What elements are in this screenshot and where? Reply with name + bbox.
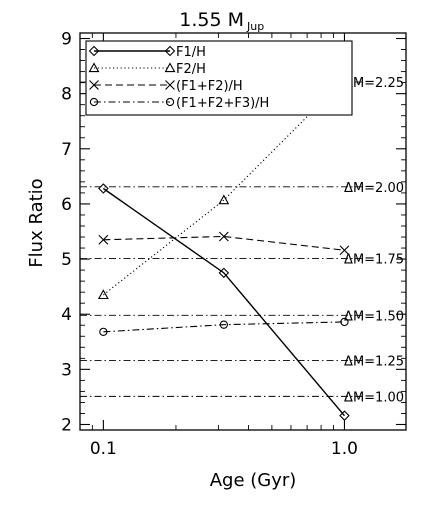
y-tick-label: 3: [61, 360, 72, 380]
data-point: [218, 231, 229, 242]
series-line: [103, 78, 345, 296]
reference-lines: ΔM=2.25 ΔM=2.00 ΔM=1.75 ΔM=1.50 ΔM=1.25 ΔM=1.…: [80, 76, 404, 405]
legend-marker: [88, 45, 100, 57]
series-layer: [97, 73, 350, 421]
data-point: [340, 317, 349, 327]
y-tick-label: 9: [61, 30, 72, 50]
data-point: [218, 194, 230, 205]
axes: 2 3 4 5 6 7 8 9 0.1 1.0: [61, 30, 407, 459]
data-point: [98, 183, 109, 194]
reference-line-label: ΔM=1.25: [344, 355, 404, 370]
y-tick-label: 7: [61, 140, 72, 160]
data-point: [219, 320, 228, 329]
legend: F1/H F2/H (F1+F2)/H (F1+F2+F3)/H: [85, 40, 353, 116]
x-tick-label: 0.1: [90, 439, 117, 459]
y-tick-label: 2: [61, 415, 72, 435]
legend-marker: [164, 45, 176, 57]
legend-label: (F1+F2+F3)/H: [176, 96, 269, 111]
legend-label: (F1+F2)/H: [176, 79, 243, 94]
chart-title: 1.55 M: [179, 9, 244, 31]
reference-line-label: ΔM=1.50: [344, 309, 404, 324]
data-point: [218, 267, 230, 279]
y-axis-title: Flux Ratio: [26, 178, 47, 267]
reference-line-label: ΔM=2.00: [344, 181, 404, 196]
y-tick-label: 5: [61, 250, 72, 270]
data-point: [98, 234, 109, 245]
data-point: [339, 245, 350, 256]
legend-marker: [165, 97, 175, 107]
reference-line-label: ΔM=2.25: [344, 76, 404, 91]
plot-frame: [79, 32, 407, 431]
legend-marker: [89, 97, 99, 107]
y-tick-label: 8: [61, 85, 72, 105]
legend-marker: [88, 62, 100, 73]
x-axis-title: Age (Gyr): [210, 470, 297, 491]
y-tick-label: 4: [61, 305, 72, 325]
legend-marker: [164, 62, 176, 73]
y-tick-label: 6: [61, 195, 72, 215]
series-line: [102, 187, 345, 417]
legend-label: F1/H: [176, 45, 206, 60]
series-line: [103, 235, 345, 251]
data-point: [97, 289, 109, 300]
reference-line-label: ΔM=1.00: [344, 390, 404, 405]
legend-box: [85, 40, 353, 116]
data-point: [99, 327, 108, 337]
x-tick-label: 1.0: [331, 439, 358, 459]
legend-marker: [165, 80, 175, 90]
legend-marker: [89, 80, 99, 90]
legend-label: F2/H: [176, 62, 206, 77]
reference-line-label: ΔM=1.75: [344, 253, 404, 268]
series-line: [103, 321, 345, 333]
chart-title-subscript: Jup: [246, 20, 264, 33]
